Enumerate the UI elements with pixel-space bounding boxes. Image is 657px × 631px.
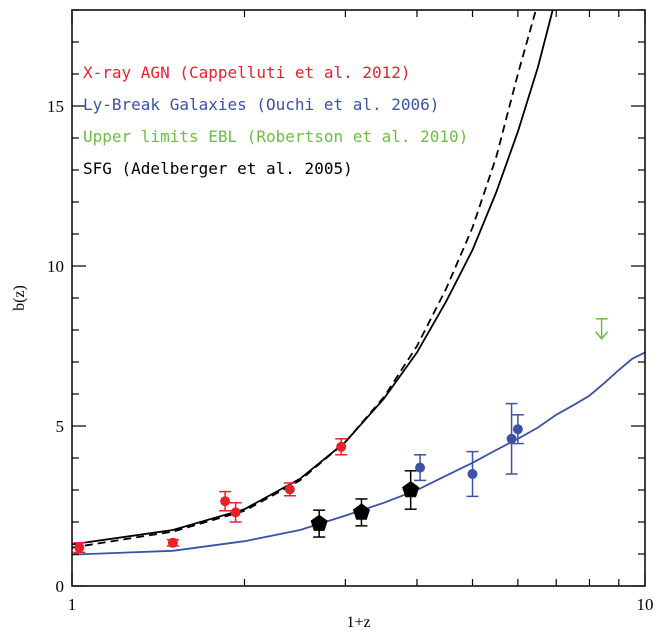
legend: X-ray AGN (Cappelluti et al. 2012) Ly-Bre… [83,63,468,178]
data-point-circle [336,441,347,452]
axis-ticks [71,9,646,587]
y-tick-label: 5 [56,417,65,436]
down-arrow-icon [595,331,609,340]
legend-entry: X-ray AGN (Cappelluti et al. 2012) [83,63,411,82]
legend-entry: Upper limits EBL (Robertson et al. 2010) [83,127,468,146]
tick-labels: 0 5 10 15 1 10 [47,97,654,614]
data-point-circle [220,496,231,507]
data-point-circle [230,507,241,518]
legend-entry: Ly-Break Galaxies (Ouchi et al. 2006) [83,95,439,114]
data-point-pentagon [352,503,370,520]
data-point-circle [506,433,517,444]
model-curve-solid-4 [72,10,554,546]
data-point-circle [512,424,523,435]
data-point-circle [467,469,478,479]
x-tick-label: 1 [68,595,77,614]
y-tick-label: 15 [47,97,64,116]
y-tick-label: 0 [56,577,65,596]
x-axis-title: 1+z [346,614,370,631]
y-tick-label: 10 [47,257,64,276]
data-point-circle [74,542,85,553]
legend-entry: SFG (Adelberger et al. 2005) [83,159,353,178]
data-point-circle [167,537,178,548]
data-point-circle [284,484,295,495]
data-point-pentagon [402,481,420,498]
model-curves [72,10,645,556]
x-tick-label: 10 [637,595,654,614]
y-axis-title: b(z) [11,285,28,311]
data-markers [74,318,609,553]
model-curve-solid-6 [72,351,645,556]
data-point-pentagon [310,514,328,531]
data-point-circle [415,462,426,473]
model-curve-dashed-5 [72,10,537,549]
